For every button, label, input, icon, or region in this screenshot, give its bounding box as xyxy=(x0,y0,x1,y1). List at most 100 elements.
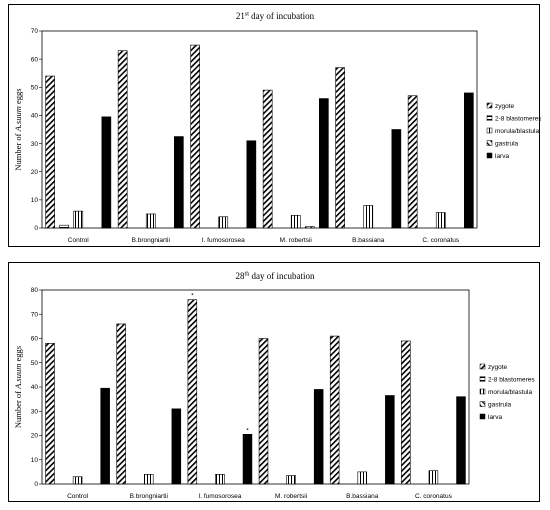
y-tick-label: 30 xyxy=(31,408,39,415)
bars xyxy=(45,299,466,485)
legend-label: 2-8 blastomeres xyxy=(495,116,541,123)
legend-swatch xyxy=(479,376,486,382)
legend-label: zygote xyxy=(495,103,515,110)
y-axis-label: Number of A.suum eggs xyxy=(13,88,23,170)
bar-larva xyxy=(242,433,253,485)
legend-swatch xyxy=(479,363,486,370)
y-tick-label: 70 xyxy=(31,311,39,318)
legend-swatch xyxy=(486,115,493,121)
legend-swatch xyxy=(479,401,486,407)
y-tick-label: 50 xyxy=(31,360,39,367)
bar-gastrula xyxy=(304,226,315,229)
y-tick-label: 50 xyxy=(31,84,39,91)
x-category-label: I. fumosorosea xyxy=(202,237,245,244)
legend-label: morula/blastula xyxy=(495,128,539,135)
bar-larva xyxy=(171,408,182,485)
x-category-label: B.bassiana xyxy=(346,493,379,500)
x-category-label: B.brongniartii xyxy=(132,237,170,244)
y-tick-label: 10 xyxy=(31,197,39,204)
bar-morula-blastula xyxy=(363,205,374,229)
legend-label: gastrula xyxy=(488,402,512,409)
x-category-label: B.brongniartii xyxy=(130,493,168,500)
legend-swatch xyxy=(486,140,493,146)
plot-area xyxy=(41,30,478,229)
bar-zygote xyxy=(329,335,340,485)
legend: zygote 2-8 blastomeres morula/blastula gast… xyxy=(479,363,535,421)
bar-larva xyxy=(319,98,329,229)
legend-label: larva xyxy=(495,153,509,160)
x-category-label: I. fumosorosea xyxy=(198,493,241,500)
y-tick-label: 0 xyxy=(34,481,38,488)
bar-morula-blastula xyxy=(144,474,154,485)
y-tick-label: 20 xyxy=(31,169,39,176)
bar-morula-blastula xyxy=(428,470,439,485)
chart-panel-21st-day: 21st day of incubation Number of A.suum e… xyxy=(8,4,541,247)
y-tick-label: 40 xyxy=(31,113,39,120)
legend-label: gastrula xyxy=(495,141,519,148)
significance-marker: * xyxy=(191,293,194,300)
bar-zygote xyxy=(45,343,55,485)
bar-larva xyxy=(464,92,474,229)
x-category-label: B.bassiana xyxy=(352,237,385,244)
bar-morula-blastula xyxy=(145,213,156,229)
bar-zygote xyxy=(407,95,418,229)
bars xyxy=(45,44,474,229)
bar-zygote xyxy=(401,340,411,485)
legend-label: 2-8 blastomeres xyxy=(488,377,535,384)
bar-larva xyxy=(100,387,110,485)
bar-zygote xyxy=(116,323,126,485)
y-tick-label: 80 xyxy=(31,287,39,294)
y-tick-label: 40 xyxy=(31,384,39,391)
bar-larva xyxy=(313,389,324,485)
legend-swatch xyxy=(479,388,486,395)
x-category-label: C. coronatus xyxy=(422,237,460,244)
y-tick-label: 20 xyxy=(31,433,39,440)
bar-morula-blastula xyxy=(435,212,446,229)
x-category-label: Control xyxy=(67,493,89,500)
bar-zygote xyxy=(335,67,345,229)
bar-morula-blastula xyxy=(218,216,229,229)
legend-swatch xyxy=(486,102,493,109)
bar-zygote xyxy=(45,75,55,229)
bar-zygote xyxy=(187,299,198,485)
x-category-label: C. coronatus xyxy=(415,493,453,500)
bar-morula-blastula xyxy=(73,210,84,229)
bar-larva xyxy=(456,396,466,485)
chart-title: 21st day of incubation xyxy=(236,11,315,21)
chart-title: 28th day of incubation xyxy=(236,271,315,281)
bar-larva xyxy=(391,129,402,229)
y-tick-label: 0 xyxy=(34,225,38,232)
chart-28th-day: 28th day of incubation Number of A.suum e… xyxy=(13,271,535,500)
y-tick-label: 10 xyxy=(31,457,39,464)
y-tick-label: 30 xyxy=(31,141,39,148)
bar-zygote xyxy=(262,89,273,229)
legend-label: morula/blastula xyxy=(488,389,532,396)
bar-zygote xyxy=(190,44,200,229)
y-tick-label: 60 xyxy=(31,56,39,63)
bar-larva xyxy=(246,140,257,229)
significance-marker: * xyxy=(246,427,249,434)
chart-21st-day: 21st day of incubation Number of A.suum e… xyxy=(13,11,541,244)
y-tick-label: 60 xyxy=(31,336,39,343)
legend-swatch xyxy=(486,127,493,134)
legend: zygote 2-8 blastomeres morula/blastula gast… xyxy=(486,102,541,160)
bar-morula-blastula xyxy=(286,475,296,485)
bar-larva xyxy=(385,395,395,485)
y-axis-label: Number of A.suum eggs xyxy=(13,346,23,428)
bar-morula-blastula xyxy=(290,215,301,229)
bar-larva xyxy=(101,116,112,229)
bar-zygote xyxy=(258,338,269,485)
x-category-label: Control xyxy=(68,237,90,244)
bar-larva xyxy=(174,136,184,229)
bar-2-8-blastomeres xyxy=(59,224,70,229)
bar-morula-blastula xyxy=(357,471,367,485)
x-category-label: M. robertsii xyxy=(280,237,312,244)
bar-morula-blastula xyxy=(72,476,83,485)
legend-swatch xyxy=(486,152,493,159)
y-tick-label: 70 xyxy=(31,28,39,35)
bar-morula-blastula xyxy=(215,474,225,485)
legend-label: zygote xyxy=(488,364,508,371)
legend-swatch xyxy=(479,413,486,420)
bar-zygote xyxy=(117,50,128,229)
chart-panel-28th-day: 28th day of incubation Number of A.suum e… xyxy=(8,262,540,502)
